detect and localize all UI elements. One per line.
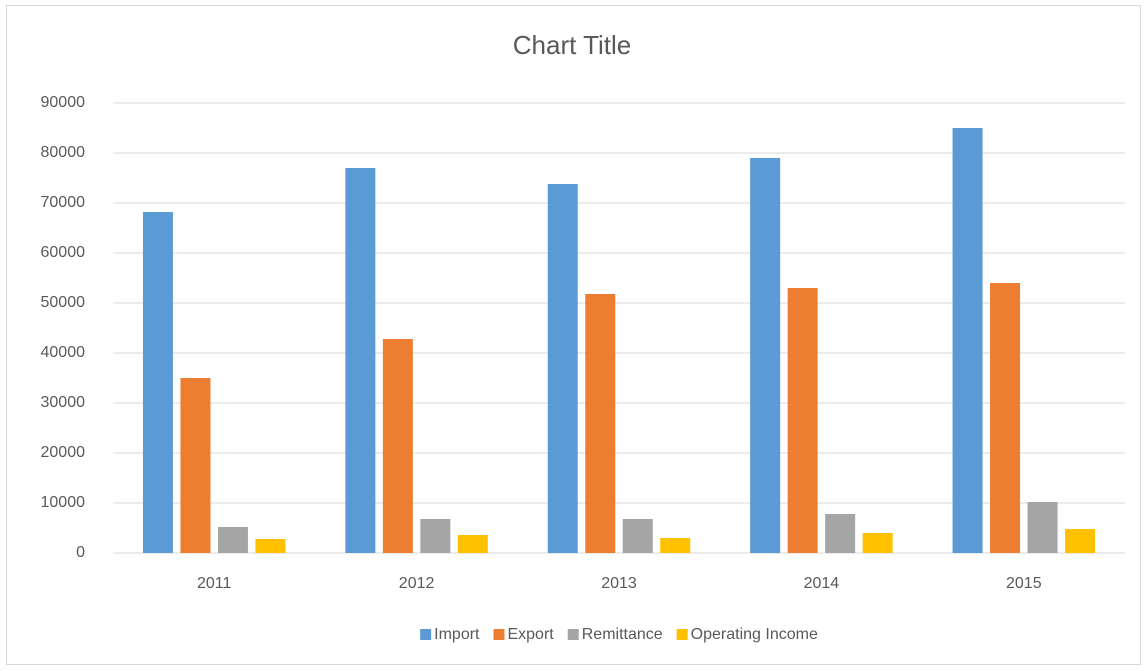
y-tick-label: 0 (76, 544, 85, 561)
legend-label: Export (507, 626, 554, 643)
y-tick-label: 90000 (41, 94, 86, 111)
x-tick-label: 2011 (197, 575, 232, 592)
bar (660, 538, 691, 553)
legend-swatch (493, 629, 505, 640)
legend-swatch (676, 629, 688, 640)
bar (255, 539, 286, 553)
x-tick-label: 2013 (601, 575, 637, 592)
bar (585, 294, 616, 553)
y-tick-label: 60000 (41, 244, 86, 261)
bar (862, 533, 893, 553)
bar (180, 378, 211, 553)
bar (345, 168, 376, 553)
y-tick-label: 20000 (41, 444, 86, 461)
bar (1065, 529, 1096, 553)
y-tick-label: 30000 (41, 394, 86, 411)
bar (142, 212, 173, 553)
bar (990, 283, 1021, 553)
bar (825, 514, 856, 553)
bar (420, 519, 451, 553)
legend-label: Operating Income (691, 626, 818, 643)
y-tick-label: 10000 (41, 494, 86, 511)
legend-swatch (420, 629, 432, 640)
x-tick-label: 2014 (804, 575, 840, 592)
bar (622, 519, 653, 553)
legend-swatch (567, 629, 579, 640)
bar (1027, 502, 1058, 553)
chart-title: Chart Title (513, 30, 632, 60)
bar (750, 158, 781, 553)
legend-label: Remittance (582, 626, 663, 643)
x-tick-label: 2012 (399, 575, 435, 592)
y-tick-label: 50000 (41, 294, 86, 311)
legend-label: Import (434, 626, 480, 643)
bar (787, 288, 818, 553)
y-tick-label: 40000 (41, 344, 86, 361)
bar (217, 527, 248, 553)
bar (547, 184, 578, 553)
bar (952, 128, 983, 553)
x-tick-label: 2015 (1006, 575, 1042, 592)
y-tick-label: 70000 (41, 194, 86, 211)
y-tick-label: 80000 (41, 144, 86, 161)
bar (382, 339, 413, 553)
bar (457, 535, 488, 553)
